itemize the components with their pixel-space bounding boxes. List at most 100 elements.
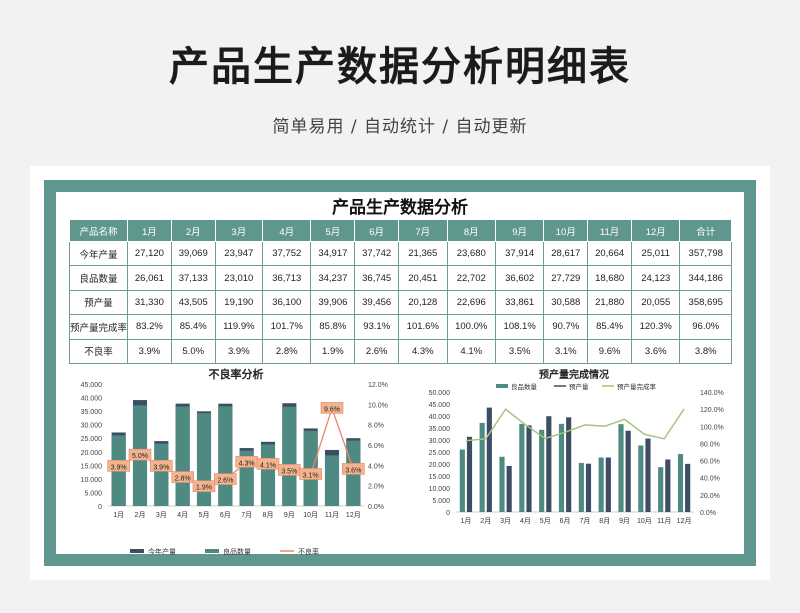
table-cell: 28,617 <box>543 240 589 267</box>
table-cell: 39,906 <box>310 289 356 316</box>
y2-tick-label: 0.0% <box>368 504 384 511</box>
y-tick-label: 20.000 <box>429 462 451 469</box>
table-cell: 21,880 <box>587 289 633 316</box>
x-tick-label: 10月 <box>303 511 318 519</box>
y-tick-label: 15.000 <box>429 474 451 481</box>
bar-planned-output <box>506 465 512 512</box>
data-label-box <box>128 448 152 461</box>
table-cell: 19,190 <box>214 289 264 316</box>
y-tick-label: 45.000 <box>81 382 103 389</box>
table-cell: 101.7% <box>262 314 312 340</box>
row-label: 不良率 <box>69 338 128 364</box>
bar-good-quantity <box>260 444 276 506</box>
bar-good-quantity <box>459 449 465 512</box>
table-cell: 39,456 <box>354 289 400 316</box>
y2-tick-label: 20.0% <box>700 493 720 500</box>
table-row: 良品数量 26,061 37,133 23,010 36,713 34,237 36,745… <box>69 265 732 291</box>
table-body: 今年产量 27,120 39,069 23,947 37,752 34,917 37,742… <box>69 240 732 364</box>
charts-area: 不良率分析 0 5.000 10.000 15.000 20.000 25.000 30.00… <box>64 368 736 568</box>
legend-label: 良品数量 <box>511 382 538 391</box>
row-label: 预产量完成率 <box>69 314 128 340</box>
data-label: 4.3% <box>239 460 255 467</box>
chart-title: 不良率分析 <box>209 368 264 381</box>
table-cell: 23,010 <box>214 265 264 291</box>
table-cell: 20,128 <box>398 289 448 316</box>
data-label-box <box>171 471 194 483</box>
bar-good-quantity <box>578 462 584 512</box>
y2-tick-label: 80.0% <box>700 441 720 448</box>
table-cell: 20,055 <box>631 289 681 316</box>
x-tick-label: 8月 <box>263 511 274 519</box>
x-tick-label: 1月 <box>460 517 471 525</box>
table-cell: 36,602 <box>494 265 545 291</box>
y2-tick-label: 10.0% <box>368 402 388 409</box>
data-label: 9.6% <box>324 406 340 413</box>
column-header: 10月 <box>543 219 589 242</box>
data-label-box <box>320 402 344 414</box>
y2-tick-label: 12.0% <box>368 382 388 389</box>
table-cell: 36,100 <box>262 289 312 316</box>
legend-label: 预产量 <box>569 382 589 391</box>
table-cell: 119.9% <box>214 314 264 340</box>
row-label: 今年产量 <box>69 240 128 267</box>
y-tick-label: 40.000 <box>81 396 103 403</box>
data-label: 3.6% <box>345 467 361 474</box>
bar-good-quantity <box>499 456 505 512</box>
table-cell: 23,680 <box>446 240 496 267</box>
y-tick-label: 10.000 <box>81 477 103 484</box>
bar-good-quantity <box>154 443 169 506</box>
y2-tick-label: 120.0% <box>700 407 724 414</box>
report-frame: 产品生产数据分析 产品名称 1月 2月 3月 4月 5月 6月 7月 8月 9月 10月 11月 12月… <box>44 180 756 566</box>
table-cell: 93.1% <box>354 314 400 340</box>
table-row: 预产量完成率 83.2% 85.4% 119.9% 101.7% 85.8% 93.1% 10… <box>69 314 732 340</box>
table-cell: 120.3% <box>631 314 681 340</box>
table-cell: 30,588 <box>543 289 589 316</box>
column-header: 9月 <box>494 219 545 242</box>
data-label-box <box>150 460 173 472</box>
table-cell: 27,120 <box>127 240 172 267</box>
table-cell: 3.1% <box>543 338 589 364</box>
table-row: 预产量 31,330 43,505 19,190 36,100 39,906 39,456 2… <box>69 289 732 316</box>
y-tick-label: 30.000 <box>429 438 451 445</box>
column-header: 8月 <box>446 219 496 242</box>
column-header: 2月 <box>170 219 216 242</box>
table-cell: 20,451 <box>398 265 448 291</box>
table-cell: 90.7% <box>543 314 589 340</box>
x-tick-label: 5月 <box>199 511 210 519</box>
bar-good-quantity <box>175 406 190 506</box>
table-cell: 1.9% <box>310 338 356 364</box>
table-row: 今年产量 27,120 39,069 23,947 37,752 34,917 37,742… <box>69 240 732 267</box>
table-cell: 23,947 <box>214 240 264 267</box>
table-cell: 37,133 <box>170 265 216 291</box>
table-cell: 34,917 <box>310 240 356 267</box>
x-tick-label: 8月 <box>599 517 610 525</box>
column-header: 合计 <box>679 219 732 242</box>
data-label-box <box>192 480 216 492</box>
table-cell: 37,742 <box>354 240 400 267</box>
data-label: 5.0% <box>132 453 148 460</box>
data-label-box <box>214 473 237 485</box>
table-cell: 36,745 <box>354 265 400 291</box>
table-cell: 21,365 <box>398 240 448 267</box>
table-cell: 96.0% <box>679 314 732 340</box>
page-title: 产品生产数据分析明细表 <box>169 44 631 90</box>
data-label-box <box>107 460 130 472</box>
data-label-box <box>299 468 322 480</box>
bar-planned-output <box>665 459 671 512</box>
table-cell: 344,186 <box>679 265 732 291</box>
bar-good-quantity <box>539 429 545 512</box>
y2-tick-label: 60.0% <box>700 459 720 466</box>
data-label: 3.5% <box>281 468 297 475</box>
column-header: 产品名称 <box>69 219 128 242</box>
bar-good-quantity <box>324 455 340 506</box>
y2-tick-label: 140.0% <box>700 390 724 397</box>
page-subtitle: 简单易用 / 自动统计 / 自动更新 <box>272 117 528 137</box>
report-card: 产品生产数据分析 产品名称 1月 2月 3月 4月 5月 6月 7月 8月 9月 10月 11月 12月… <box>30 166 770 580</box>
column-header: 3月 <box>214 219 264 242</box>
x-tick-label: 7月 <box>241 511 252 519</box>
bar-planned-output <box>645 438 651 512</box>
x-tick-label: 7月 <box>579 517 590 525</box>
bar-good-quantity <box>479 422 485 512</box>
production-table: 产品名称 1月 2月 3月 4月 5月 6月 7月 8月 9月 10月 11月 12月 合计 今年产量 27… <box>69 219 732 364</box>
bar-planned-output <box>546 416 552 512</box>
